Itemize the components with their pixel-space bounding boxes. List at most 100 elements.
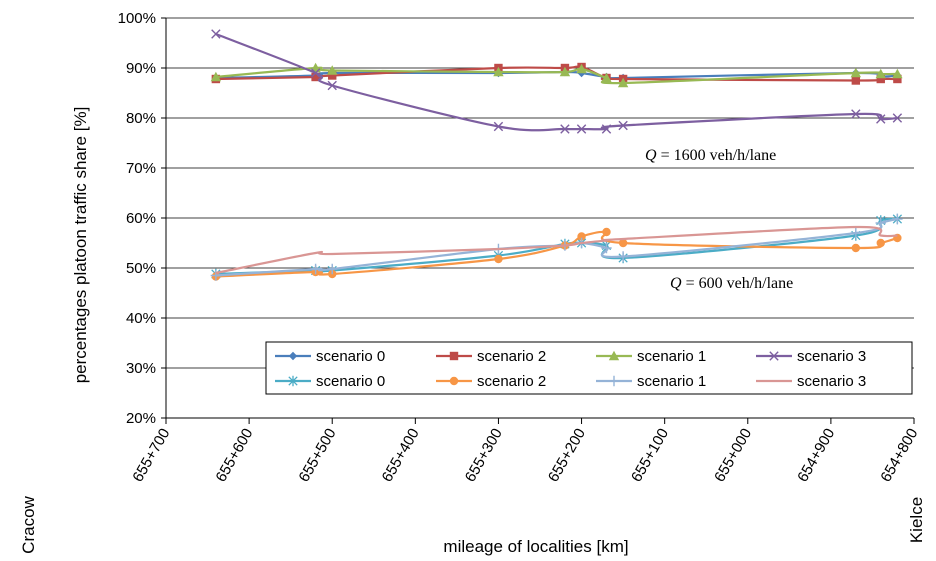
legend-item: scenario 3 — [756, 373, 866, 390]
data-point — [576, 63, 587, 74]
data-point — [310, 68, 321, 78]
y-tick-label: 60% — [126, 210, 156, 227]
data-point — [449, 351, 459, 361]
data-point — [601, 72, 612, 83]
data-point — [211, 29, 221, 39]
data-point — [493, 66, 504, 77]
annotation-600-q: Q — [670, 275, 682, 292]
legend-label: scenario 1 — [637, 348, 706, 365]
legend-label: scenario 1 — [637, 373, 706, 390]
legend-label: scenario 2 — [477, 348, 546, 365]
legend-item: scenario 2 — [436, 348, 546, 365]
data-point — [851, 109, 861, 119]
x-tick-label: 655+300 — [462, 426, 506, 485]
data-point — [876, 74, 885, 84]
legend-item: scenario 3 — [756, 348, 866, 365]
x-tick-label: 655+100 — [628, 426, 672, 485]
x-tick-label: 655+600 — [212, 426, 256, 485]
x-axis-ticks: 655+700 655+600 655+500 655+400 655+300 655+2… — [129, 418, 921, 485]
data-point — [327, 263, 338, 275]
data-point — [559, 66, 571, 77]
x-tick-label: 654+900 — [794, 426, 838, 485]
data-point — [608, 375, 620, 387]
legend-label: scenario 0 — [316, 373, 385, 390]
data-point — [210, 71, 222, 82]
data-point — [893, 74, 902, 84]
series-line — [215, 225, 898, 275]
data-point — [327, 80, 337, 91]
y-tick-label: 20% — [126, 410, 156, 427]
data-point — [851, 76, 861, 85]
annotation-600: Q = 600 veh/h/lane — [670, 275, 793, 292]
data-point — [608, 350, 620, 361]
x-tick-label: 655+200 — [545, 426, 589, 485]
x-tick-label: 655+700 — [129, 426, 173, 485]
data-point — [850, 67, 862, 78]
legend: scenario 0 scenario 2 scenario 1 scenario 3… — [265, 341, 913, 395]
data-point — [288, 375, 298, 387]
data-point — [577, 232, 586, 241]
x-tick-label: 655+000 — [711, 426, 755, 485]
data-point — [601, 124, 612, 134]
data-point — [769, 351, 779, 361]
data-point — [875, 68, 886, 79]
data-point — [449, 376, 459, 386]
series-lines — [210, 29, 903, 281]
legend-item: scenario 1 — [596, 348, 706, 365]
data-point — [311, 72, 320, 82]
legend-label: scenario 3 — [797, 373, 866, 390]
right-end-label: Kielce — [907, 497, 926, 543]
data-point — [328, 71, 337, 80]
y-tick-label: 80% — [126, 110, 156, 127]
data-point — [876, 114, 886, 124]
x-tick-label: 654+800 — [877, 426, 921, 485]
legend-item: scenario 0 — [275, 373, 385, 390]
y-tick-label: 90% — [126, 60, 156, 77]
x-tick-label: 655+500 — [296, 426, 340, 485]
data-point — [618, 120, 628, 131]
series-scenario-3 — [215, 225, 898, 275]
data-point — [892, 113, 903, 123]
series-scenario-3 — [211, 29, 903, 134]
data-point — [618, 238, 628, 248]
legend-box — [265, 341, 913, 395]
data-point — [576, 124, 587, 134]
annotation-600-text: = 600 veh/h/lane — [682, 275, 794, 292]
series-line — [215, 32, 898, 132]
x-tick-label: 655+400 — [379, 426, 423, 485]
legend-label: scenario 2 — [477, 373, 546, 390]
annotation-1600-text: = 1600 veh/h/lane — [657, 147, 777, 164]
data-point — [602, 227, 611, 237]
data-point — [494, 254, 503, 264]
legend-item: scenario 0 — [275, 348, 385, 365]
data-point — [327, 65, 338, 75]
legend-item: scenario 1 — [596, 373, 706, 390]
y-tick-label: 100% — [118, 10, 156, 27]
data-point — [892, 213, 903, 225]
y-axis-ticks: 20% 30% 40% 50% 60% 70% 80% 90% 100% — [118, 10, 166, 427]
data-point — [892, 68, 903, 79]
y-tick-label: 50% — [126, 260, 156, 277]
legend-label: scenario 3 — [797, 348, 866, 365]
data-point — [851, 243, 861, 253]
legend-label: scenario 0 — [316, 348, 385, 365]
y-tick-label: 30% — [126, 360, 156, 377]
x-axis-label: mileage of localities [km] — [443, 537, 628, 556]
annotation-1600: Q = 1600 veh/h/lane — [645, 147, 776, 164]
legend-item: scenario 2 — [436, 373, 546, 390]
data-point — [288, 351, 298, 361]
y-tick-label: 70% — [126, 160, 156, 177]
annotation-1600-q: Q — [645, 147, 657, 164]
data-point — [560, 124, 570, 134]
data-point — [617, 77, 629, 88]
data-point — [876, 238, 885, 248]
y-tick-label: 40% — [126, 310, 156, 327]
data-point — [310, 263, 321, 275]
left-end-label: Cracow — [19, 495, 38, 553]
data-point — [601, 242, 612, 254]
y-axis-label: percentages platoon traffic share [%] — [71, 107, 90, 384]
data-point — [617, 251, 629, 262]
data-point — [850, 227, 862, 239]
data-point — [875, 217, 886, 229]
